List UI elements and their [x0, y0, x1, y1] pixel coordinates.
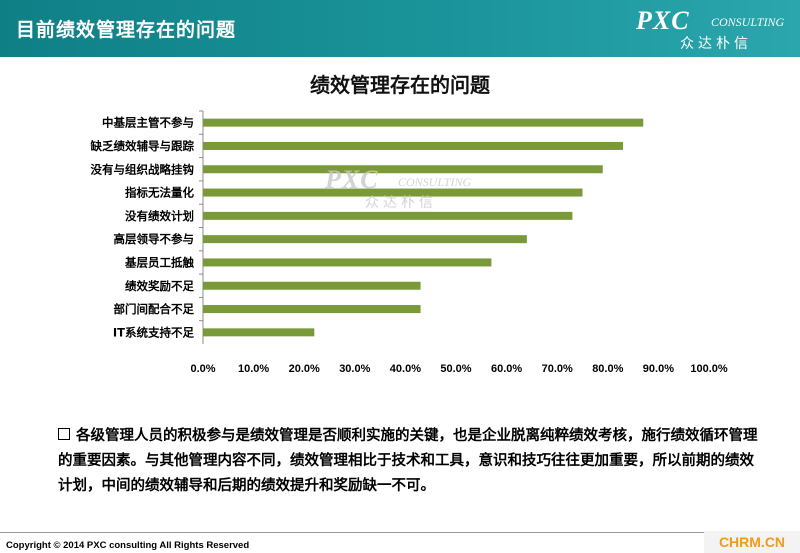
bar	[203, 165, 603, 174]
x-tick-label: 80.0%	[592, 363, 623, 375]
category-label: 绩效奖励不足	[125, 279, 194, 293]
site-watermark: CHRM.CN	[704, 531, 800, 553]
bar	[203, 188, 583, 197]
category-label: 指标无法量化	[125, 186, 194, 200]
brand-logo-cn: 众达朴信	[680, 36, 752, 52]
bar	[203, 141, 623, 150]
watermark-logo-cn: 众达朴信	[365, 195, 437, 211]
category-label: 部门间配合不足	[114, 302, 195, 316]
category-label: 基层员工抵触	[124, 255, 194, 269]
watermark-logo-sub: CONSULTING	[398, 175, 472, 189]
brand-logo: PXC	[636, 6, 690, 35]
x-tick-label: 0.0%	[190, 363, 215, 375]
category-label: 高层领导不参与	[114, 232, 195, 246]
x-tick-label: 90.0%	[643, 363, 674, 375]
bar	[203, 281, 421, 290]
x-tick-label: 50.0%	[440, 363, 471, 375]
bar	[203, 235, 527, 244]
x-tick-label: 100.0%	[690, 363, 728, 375]
chart-title: 绩效管理存在的问题	[310, 73, 490, 97]
x-tick-label: 70.0%	[542, 363, 573, 375]
bar	[203, 328, 315, 337]
category-label: 没有与组织战略挂钩	[91, 162, 195, 176]
x-tick-label: 30.0%	[339, 363, 370, 375]
x-tick-label: 20.0%	[289, 363, 320, 375]
header-bar: 目前绩效管理存在的问题 PXC CONSULTING 众达朴信	[0, 0, 800, 57]
copyright-text: Copyright © 2014 PXC consulting All Righ…	[6, 540, 250, 551]
description-paragraph: 各级管理人员的积极参与是绩效管理是否顺利实施的关键，也是企业脱离纯粹绩效考核，施…	[58, 424, 758, 499]
checkbox-bullet-icon	[58, 428, 70, 440]
brand-logo-sub: CONSULTING	[711, 15, 785, 29]
footer-divider	[0, 532, 800, 533]
x-tick-label: 60.0%	[491, 363, 522, 375]
x-tick-label: 10.0%	[238, 363, 269, 375]
bar	[203, 211, 573, 220]
x-tick-label: 40.0%	[390, 363, 421, 375]
description-text: 各级管理人员的积极参与是绩效管理是否顺利实施的关键，也是企业脱离纯粹绩效考核，施…	[58, 428, 758, 494]
bar	[203, 305, 421, 314]
bar-chart: 中基层主管不参与缺乏绩效辅导与跟踪没有与组织战略挂钩指标无法量化没有绩效计划高层…	[90, 110, 728, 375]
category-label: 没有绩效计划	[125, 209, 194, 223]
page-title: 目前绩效管理存在的问题	[16, 19, 237, 41]
bar	[203, 258, 492, 267]
category-label: 缺乏绩效辅导与跟踪	[90, 139, 195, 153]
watermark-logo: PXC	[325, 165, 379, 194]
bar	[203, 118, 644, 127]
category-label: IT系统支持不足	[113, 325, 195, 339]
category-label: 中基层主管不参与	[102, 116, 194, 130]
